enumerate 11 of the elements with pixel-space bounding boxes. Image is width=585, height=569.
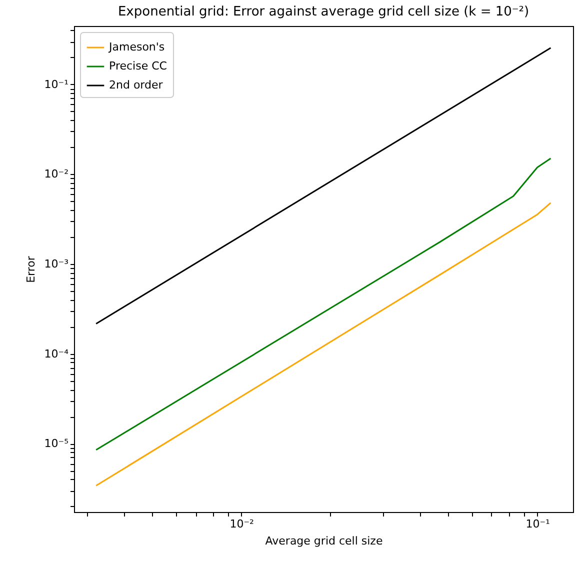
y-tick-label: 10⁻⁵ <box>44 437 68 450</box>
legend-label: 2nd order <box>109 78 164 92</box>
chart-title: Exponential grid: Error against average grid cell size (k = 10⁻²) <box>118 4 530 20</box>
y-tick-label: 10⁻⁴ <box>44 347 70 360</box>
y-tick-label: 10⁻² <box>44 168 68 181</box>
legend-label: Jameson's <box>108 40 165 54</box>
x-axis-title: Average grid cell size <box>265 534 383 548</box>
y-tick-label: 10⁻¹ <box>44 78 68 91</box>
y-axis-title: Error <box>24 256 38 283</box>
y-tick-label: 10⁻³ <box>44 257 68 270</box>
legend-label: Precise CC <box>109 60 168 72</box>
